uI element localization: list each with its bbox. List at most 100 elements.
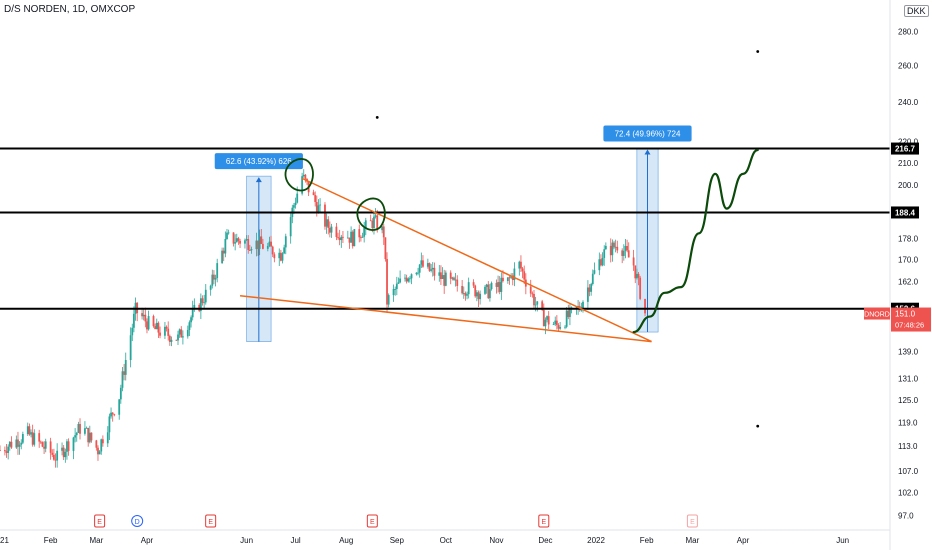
candle[interactable] bbox=[431, 262, 434, 277]
candle[interactable] bbox=[485, 283, 488, 294]
candle[interactable] bbox=[586, 280, 589, 310]
candle[interactable] bbox=[598, 252, 601, 276]
earnings-marker[interactable]: E bbox=[205, 514, 217, 528]
candle[interactable] bbox=[255, 232, 258, 257]
candle[interactable] bbox=[136, 302, 139, 322]
candle[interactable] bbox=[477, 290, 480, 307]
candle[interactable] bbox=[479, 290, 482, 305]
candle[interactable] bbox=[154, 323, 157, 330]
candle[interactable] bbox=[420, 252, 423, 268]
candle[interactable] bbox=[484, 285, 486, 296]
candle[interactable] bbox=[518, 260, 521, 276]
candle[interactable] bbox=[31, 424, 34, 447]
candle[interactable] bbox=[209, 284, 212, 296]
candle[interactable] bbox=[621, 248, 624, 264]
candle[interactable] bbox=[578, 301, 581, 312]
candle[interactable] bbox=[0, 445, 1, 452]
candle[interactable] bbox=[428, 262, 431, 272]
candle[interactable] bbox=[87, 427, 90, 447]
candle[interactable] bbox=[415, 272, 418, 276]
candle[interactable] bbox=[291, 204, 294, 224]
candle[interactable] bbox=[498, 276, 501, 295]
candle[interactable] bbox=[147, 310, 150, 331]
candle[interactable] bbox=[18, 441, 21, 455]
candle[interactable] bbox=[520, 255, 522, 272]
candle[interactable] bbox=[66, 439, 68, 460]
candle[interactable] bbox=[235, 233, 238, 243]
candle[interactable] bbox=[52, 448, 55, 461]
candle[interactable] bbox=[131, 323, 134, 342]
candle[interactable] bbox=[3, 446, 6, 456]
candle[interactable] bbox=[475, 290, 478, 302]
candle[interactable] bbox=[199, 293, 202, 320]
candle[interactable] bbox=[302, 169, 305, 178]
candle[interactable] bbox=[536, 301, 539, 312]
candle[interactable] bbox=[51, 449, 54, 458]
candle[interactable] bbox=[497, 275, 499, 293]
candle[interactable] bbox=[441, 267, 444, 280]
candle[interactable] bbox=[248, 244, 251, 252]
candle[interactable] bbox=[181, 330, 184, 345]
candle[interactable] bbox=[582, 300, 584, 313]
candle[interactable] bbox=[348, 237, 351, 249]
candle[interactable] bbox=[622, 244, 625, 261]
candle[interactable] bbox=[353, 229, 356, 247]
candle[interactable] bbox=[555, 315, 558, 330]
candle[interactable] bbox=[64, 448, 67, 463]
candle[interactable] bbox=[123, 363, 126, 381]
candle[interactable] bbox=[221, 247, 223, 264]
candle[interactable] bbox=[609, 238, 612, 263]
candle[interactable] bbox=[234, 234, 237, 251]
candle[interactable] bbox=[590, 282, 593, 296]
candle[interactable] bbox=[124, 352, 127, 381]
candle[interactable] bbox=[170, 336, 173, 347]
candle[interactable] bbox=[508, 274, 511, 285]
candle[interactable] bbox=[198, 303, 201, 313]
candle[interactable] bbox=[384, 237, 387, 262]
candle[interactable] bbox=[250, 246, 253, 254]
candle[interactable] bbox=[591, 269, 594, 286]
candle[interactable] bbox=[239, 238, 241, 248]
candle[interactable] bbox=[407, 277, 410, 283]
candle[interactable] bbox=[523, 265, 526, 285]
candle[interactable] bbox=[521, 267, 524, 279]
candle[interactable] bbox=[557, 323, 560, 332]
candle[interactable] bbox=[113, 413, 116, 417]
projection-curve[interactable] bbox=[632, 148, 759, 334]
candle[interactable] bbox=[62, 445, 65, 461]
candle[interactable] bbox=[611, 239, 614, 262]
candle[interactable] bbox=[237, 236, 240, 245]
candle[interactable] bbox=[325, 213, 328, 234]
candle[interactable] bbox=[88, 425, 91, 444]
candle[interactable] bbox=[190, 315, 192, 328]
candle[interactable] bbox=[506, 277, 509, 284]
candle[interactable] bbox=[580, 302, 583, 312]
candle[interactable] bbox=[327, 216, 330, 235]
candle[interactable] bbox=[247, 235, 250, 254]
candle[interactable] bbox=[337, 232, 339, 240]
candle[interactable] bbox=[467, 277, 470, 299]
candle[interactable] bbox=[5, 444, 8, 458]
candle[interactable] bbox=[157, 321, 160, 339]
candle[interactable] bbox=[61, 442, 63, 456]
candle[interactable] bbox=[342, 230, 344, 244]
candle[interactable] bbox=[614, 239, 617, 253]
candle[interactable] bbox=[489, 283, 491, 302]
candle[interactable] bbox=[85, 426, 88, 429]
candle[interactable] bbox=[273, 252, 276, 263]
candle[interactable] bbox=[604, 242, 607, 250]
candle[interactable] bbox=[395, 276, 398, 296]
candle[interactable] bbox=[404, 274, 406, 282]
candle[interactable] bbox=[363, 222, 366, 243]
candle[interactable] bbox=[279, 249, 282, 262]
candle[interactable] bbox=[627, 242, 630, 258]
candle[interactable] bbox=[565, 306, 568, 329]
candle[interactable] bbox=[8, 441, 11, 451]
candle[interactable] bbox=[632, 249, 635, 271]
candle[interactable] bbox=[17, 431, 19, 455]
earnings-marker[interactable]: E bbox=[94, 514, 106, 528]
candle[interactable] bbox=[426, 258, 429, 269]
candle[interactable] bbox=[44, 438, 47, 453]
candle[interactable] bbox=[418, 263, 421, 278]
candle[interactable] bbox=[624, 239, 627, 259]
